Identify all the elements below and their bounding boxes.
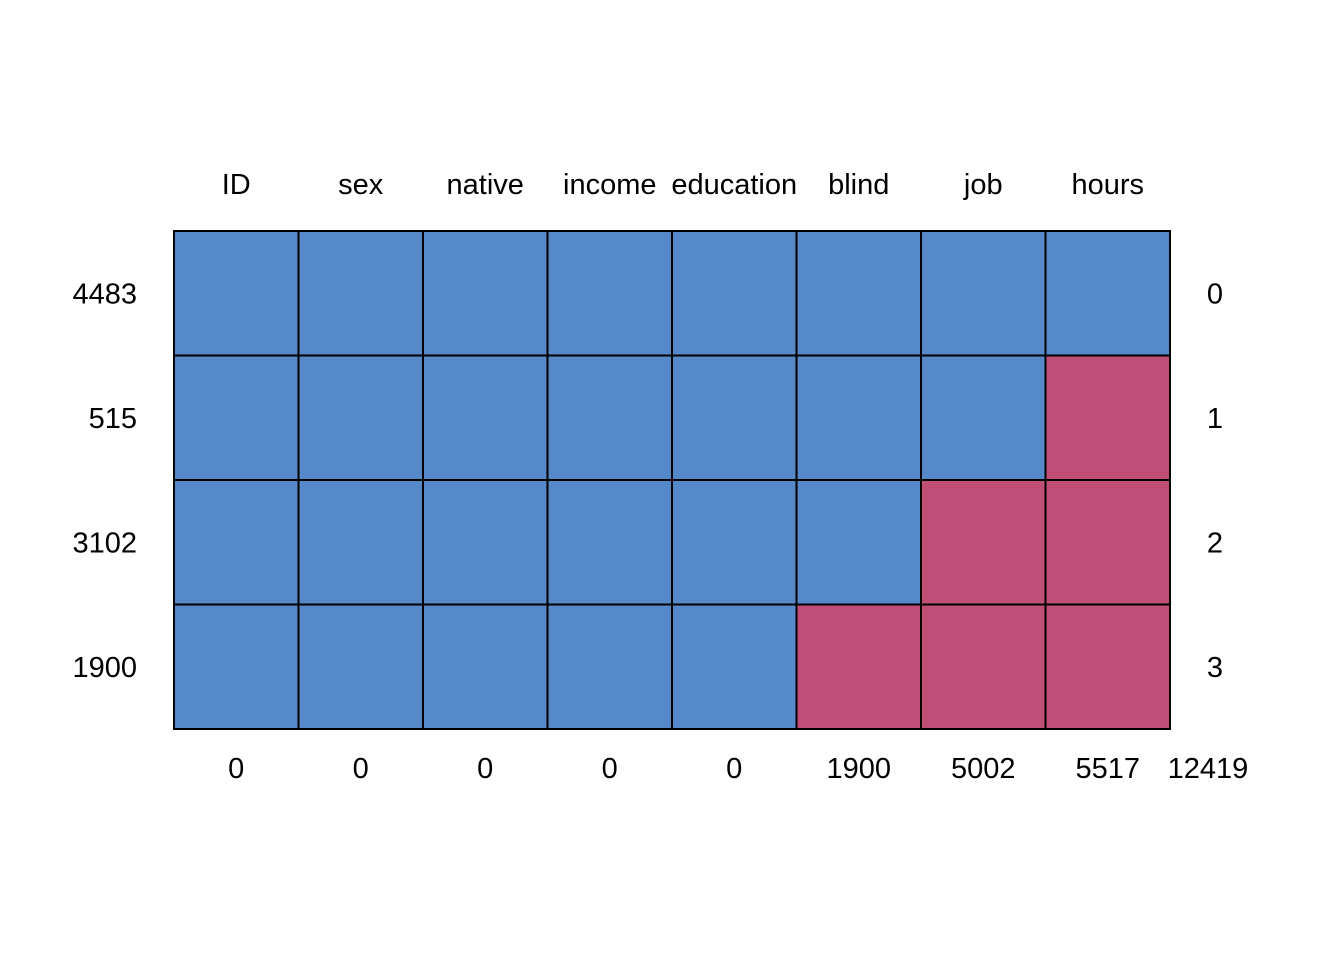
row-count-label: 4483 xyxy=(72,278,137,310)
observed-cell-r3-ID xyxy=(173,603,300,730)
column-label-education: education xyxy=(671,169,797,201)
total-missing-label: 12419 xyxy=(1168,753,1249,785)
observed-cell-r1-ID xyxy=(173,354,300,481)
row-count-label: 1900 xyxy=(72,652,137,684)
observed-cell-r0-sex xyxy=(297,230,424,357)
observed-cell-r3-sex xyxy=(297,603,424,730)
pattern-grid xyxy=(173,230,1171,730)
observed-cell-r1-blind xyxy=(795,354,922,481)
row-count-labels: 4483 515 3102 1900 xyxy=(72,278,137,684)
row-missing-count-label: 1 xyxy=(1207,403,1223,435)
missing-cell-r3-job xyxy=(920,603,1047,730)
column-missing-total-blind: 1900 xyxy=(826,753,891,785)
observed-cell-r0-income xyxy=(546,230,673,357)
column-missing-total-education: 0 xyxy=(726,753,742,785)
observed-cell-r2-blind xyxy=(795,479,922,606)
column-label-income: income xyxy=(563,169,657,201)
observed-cell-r1-income xyxy=(546,354,673,481)
row-count-label: 515 xyxy=(89,403,137,435)
observed-cell-r0-job xyxy=(920,230,1047,357)
observed-cell-r1-sex xyxy=(297,354,424,481)
row-missing-count-labels: 0 1 2 3 xyxy=(1207,278,1223,684)
observed-cell-r0-ID xyxy=(173,230,300,357)
column-missing-total-income: 0 xyxy=(602,753,618,785)
observed-cell-r0-education xyxy=(671,230,798,357)
observed-cell-r1-job xyxy=(920,354,1047,481)
column-header-labels: ID sex native income education blind job hours xyxy=(222,169,1144,201)
observed-cell-r0-native xyxy=(422,230,549,357)
missing-cell-r2-job xyxy=(920,479,1047,606)
column-label-job: job xyxy=(963,169,1003,201)
missing-cell-r3-hours xyxy=(1044,603,1171,730)
observed-cell-r2-native xyxy=(422,479,549,606)
observed-cell-r2-ID xyxy=(173,479,300,606)
observed-cell-r0-blind xyxy=(795,230,922,357)
column-label-native: native xyxy=(447,169,524,201)
column-label-hours: hours xyxy=(1071,169,1144,201)
column-label-blind: blind xyxy=(828,169,889,201)
observed-cell-r3-native xyxy=(422,603,549,730)
missing-cell-r2-hours xyxy=(1044,479,1171,606)
observed-cell-r2-sex xyxy=(297,479,424,606)
observed-cell-r1-education xyxy=(671,354,798,481)
row-count-label: 3102 xyxy=(72,527,137,559)
row-missing-count-label: 3 xyxy=(1207,652,1223,684)
column-label-sex: sex xyxy=(338,169,384,201)
column-missing-total-hours: 5517 xyxy=(1075,753,1140,785)
observed-cell-r2-education xyxy=(671,479,798,606)
observed-cell-r0-hours xyxy=(1044,230,1171,357)
column-label-ID: ID xyxy=(222,169,251,201)
observed-cell-r2-income xyxy=(546,479,673,606)
observed-cell-r1-native xyxy=(422,354,549,481)
column-missing-total-native: 0 xyxy=(477,753,493,785)
missing-cell-r3-blind xyxy=(795,603,922,730)
observed-cell-r3-education xyxy=(671,603,798,730)
observed-cell-r3-income xyxy=(546,603,673,730)
column-missing-total-labels: 0 0 0 0 0 1900 5002 5517 xyxy=(228,753,1140,785)
missing-cell-r1-hours xyxy=(1044,354,1171,481)
row-missing-count-label: 2 xyxy=(1207,527,1223,559)
column-missing-total-ID: 0 xyxy=(228,753,244,785)
column-missing-total-job: 5002 xyxy=(951,753,1016,785)
column-missing-total-sex: 0 xyxy=(353,753,369,785)
row-missing-count-label: 0 xyxy=(1207,278,1223,310)
